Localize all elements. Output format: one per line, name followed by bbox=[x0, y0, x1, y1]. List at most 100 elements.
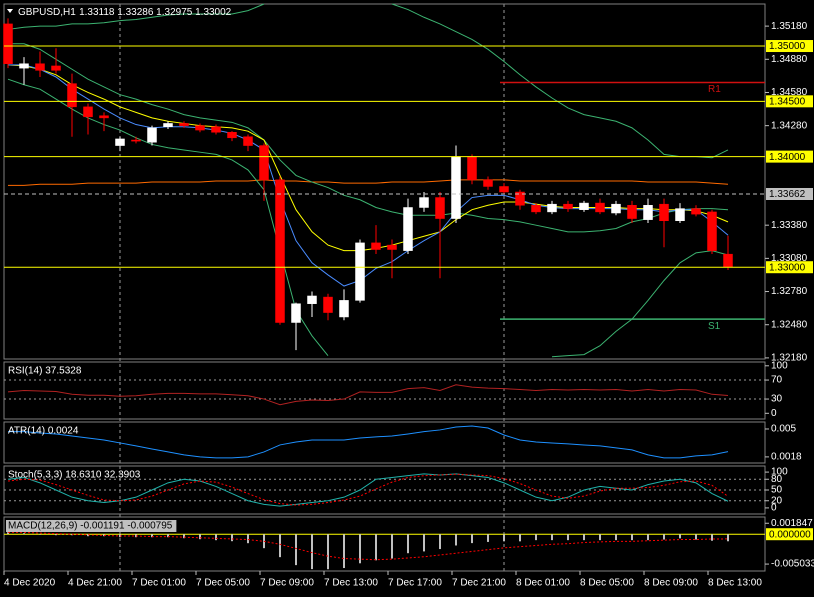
indicator-line bbox=[8, 425, 729, 459]
histogram-bar bbox=[55, 534, 57, 536]
candle-body bbox=[675, 208, 685, 222]
indicator-line bbox=[8, 531, 729, 561]
histogram-bar bbox=[439, 534, 441, 550]
candle-body bbox=[307, 295, 317, 304]
pivot-label: S1 bbox=[708, 321, 721, 332]
histogram-bar bbox=[567, 534, 569, 541]
candle-body bbox=[3, 23, 13, 64]
histogram-bar bbox=[215, 534, 217, 541]
candle-body bbox=[531, 205, 541, 213]
menu-arrow[interactable] bbox=[7, 9, 13, 13]
level-label: 1.34500 bbox=[769, 96, 806, 107]
price-label: 1.33662 bbox=[769, 189, 806, 200]
indicator-line bbox=[7, 64, 729, 252]
candle-body bbox=[211, 126, 221, 133]
candle-body bbox=[483, 179, 493, 187]
y-tick-label: 80 bbox=[771, 474, 783, 485]
candle-body bbox=[419, 197, 429, 208]
level-label-box bbox=[766, 528, 813, 541]
y-tick-label: 20 bbox=[771, 495, 783, 506]
panel-title: MACD(12,26,9) -0.001191 -0.000795 bbox=[8, 521, 173, 532]
pivot-label: R1 bbox=[708, 84, 721, 95]
y-tick-label: 1.34580 bbox=[771, 87, 808, 98]
candle-body bbox=[627, 205, 637, 219]
histogram-bar bbox=[647, 534, 649, 541]
histogram-bar bbox=[7, 532, 9, 535]
candle-body bbox=[659, 203, 669, 222]
histogram-bar bbox=[583, 534, 585, 541]
y-tick-label: 100 bbox=[771, 467, 788, 478]
candle-body bbox=[243, 136, 253, 146]
level-label-box bbox=[766, 95, 813, 108]
x-tick-label: 8 Dec 05:00 bbox=[580, 578, 634, 589]
level-label: 0.000000 bbox=[769, 529, 811, 540]
histogram-bar bbox=[359, 534, 361, 564]
candle-body bbox=[355, 242, 365, 301]
x-tick-label: 8 Dec 13:00 bbox=[708, 578, 762, 589]
candle-body bbox=[339, 300, 349, 318]
y-tick-label: 1.35180 bbox=[771, 21, 808, 32]
histogram-bar bbox=[519, 534, 521, 542]
histogram-bar bbox=[343, 534, 345, 569]
level-label: 1.34000 bbox=[769, 152, 806, 163]
candle-body bbox=[99, 115, 109, 119]
indicator-line bbox=[7, 384, 729, 406]
candle-body bbox=[579, 202, 589, 210]
candle-body bbox=[195, 125, 205, 131]
candle-body bbox=[387, 244, 397, 250]
y-tick-label: 0.005 bbox=[771, 424, 796, 435]
candle-body bbox=[19, 63, 29, 69]
level-label-box bbox=[766, 40, 813, 53]
histogram-bar bbox=[407, 534, 409, 554]
x-tick-label: 8 Dec 01:00 bbox=[516, 578, 570, 589]
candle-body bbox=[643, 205, 653, 220]
y-tick-label: 1.32180 bbox=[771, 353, 808, 364]
candle-body bbox=[35, 63, 45, 71]
indicator-line bbox=[8, 64, 729, 287]
y-tick-label: 50 bbox=[771, 485, 783, 496]
histogram-bar bbox=[39, 534, 41, 535]
level-label-box bbox=[766, 261, 813, 274]
candle-body bbox=[371, 242, 381, 250]
histogram-bar bbox=[631, 534, 633, 541]
indicator-line bbox=[8, 43, 729, 233]
histogram-bar bbox=[695, 534, 697, 540]
x-tick-label: 7 Dec 21:00 bbox=[452, 578, 506, 589]
y-tick-label: 1.32780 bbox=[771, 286, 808, 297]
candle-body bbox=[515, 191, 525, 206]
chart-subtitle: 1.33118 1.33286 1.32975 1.33002 bbox=[79, 7, 232, 18]
candle-body bbox=[275, 179, 285, 323]
y-tick-label: 1.32480 bbox=[771, 319, 808, 330]
indicator-line bbox=[7, 3, 729, 159]
histogram-bar bbox=[183, 534, 185, 539]
x-tick-label: 7 Dec 09:00 bbox=[260, 578, 314, 589]
candle-body bbox=[451, 156, 461, 219]
x-tick-label: 7 Dec 05:00 bbox=[196, 578, 250, 589]
candle-body bbox=[259, 145, 269, 181]
x-tick-label: 8 Dec 09:00 bbox=[644, 578, 698, 589]
panel-frame bbox=[3, 3, 766, 360]
histogram-bar bbox=[599, 534, 601, 541]
x-tick-label: 4 Dec 21:00 bbox=[68, 578, 122, 589]
histogram-bar bbox=[471, 534, 473, 544]
candle-body bbox=[563, 203, 573, 209]
candle-body bbox=[67, 83, 77, 108]
candle-body bbox=[83, 106, 93, 118]
histogram-bar bbox=[151, 534, 153, 538]
panel-title: RSI(14) 37.5328 bbox=[8, 366, 82, 377]
histogram-bar bbox=[663, 534, 665, 540]
histogram-bar bbox=[279, 534, 281, 558]
x-tick-label: 4 Dec 2020 bbox=[4, 578, 56, 589]
title-background bbox=[6, 520, 177, 532]
indicator-line bbox=[8, 179, 729, 186]
level-label: 1.35000 bbox=[769, 41, 806, 52]
histogram-bar bbox=[375, 534, 377, 561]
candle-body bbox=[51, 65, 61, 71]
chart-title: GBPUSD,H1 bbox=[18, 7, 76, 18]
price-label-box bbox=[766, 187, 813, 200]
panel-title: Stoch(5,3,3) 18.6310 32.3903 bbox=[8, 470, 141, 481]
histogram-bar bbox=[311, 534, 313, 570]
